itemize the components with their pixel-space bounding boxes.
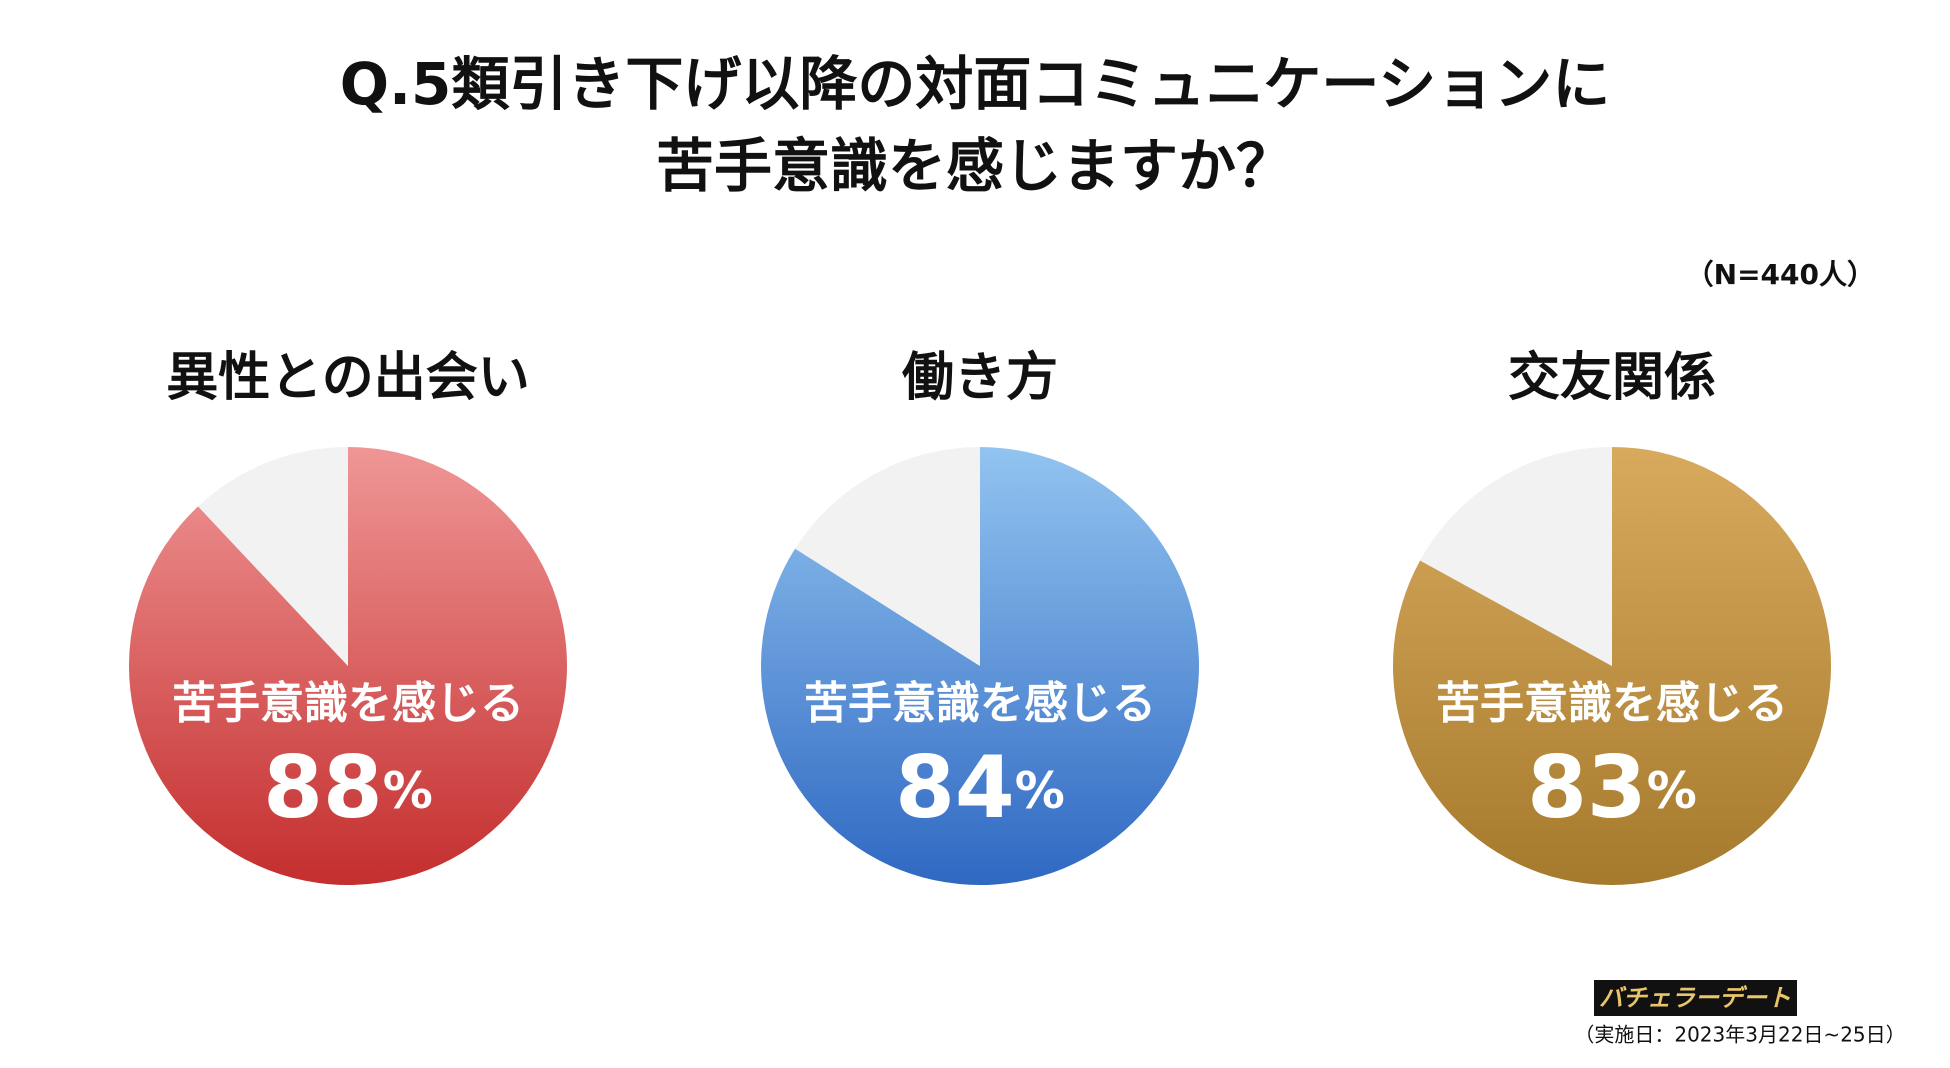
pie-slice [198, 447, 348, 666]
value-number: 83 [1527, 738, 1647, 838]
value-label: 88% [263, 738, 433, 838]
value-unit: % [1015, 762, 1065, 820]
pie-title: 異性との出会い [166, 348, 529, 408]
logo-box [1594, 980, 1797, 1016]
title-line: 苦手意識を感じますか？ [656, 132, 1294, 200]
slice-label: 苦手意識を感じる [804, 678, 1156, 729]
value-label: 84% [895, 738, 1065, 838]
pie-slice [1420, 447, 1612, 666]
slice-label: 苦手意識を感じる [1436, 678, 1788, 729]
value-unit: % [1647, 762, 1697, 820]
value-unit: % [383, 762, 433, 820]
logo: バチェラーデート [1599, 984, 1791, 1012]
slice-label: 苦手意識を感じる [172, 678, 524, 729]
pie-title: 働き方 [902, 348, 1058, 408]
pie-title: 交友関係 [1508, 348, 1716, 408]
value-number: 84 [895, 738, 1015, 838]
title-line: Q.5類引き下げ以降の対面コミュニケーションに [340, 50, 1611, 118]
value-number: 88 [263, 738, 383, 838]
value-label: 83% [1527, 738, 1697, 838]
survey-date: （実施日：2023年3月22日~25日） [1574, 1023, 1905, 1047]
pie-slice [795, 447, 980, 666]
sample-size: （N=440人） [1686, 258, 1875, 291]
